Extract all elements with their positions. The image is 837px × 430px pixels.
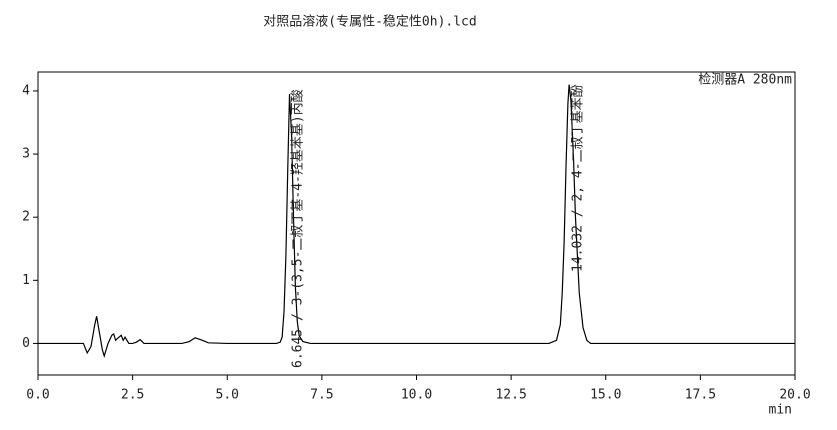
x-tick-label: 12.5 xyxy=(495,388,526,403)
peak-annotation: 14.032 / 2, 4-二叔丁基苯酚 xyxy=(571,84,586,272)
y-tick-label: 0 xyxy=(22,336,30,351)
x-tick-label: 7.5 xyxy=(310,388,333,403)
x-tick-label: 5.0 xyxy=(216,388,239,403)
x-axis-label: min xyxy=(769,403,792,418)
trace xyxy=(38,84,795,359)
x-tick-label: 20.0 xyxy=(779,388,810,403)
y-tick-label: 1 xyxy=(22,273,30,288)
y-tick-label: 2 xyxy=(22,210,30,225)
x-tick-label: 17.5 xyxy=(685,388,716,403)
plot-frame xyxy=(37,71,796,376)
x-tick-label: 0.0 xyxy=(26,388,49,403)
x-tick-label: 15.0 xyxy=(590,388,621,403)
peak-annotation: 6.645 / 3-(3,5-二叔丁基-4-羟基苯基)丙酸 xyxy=(291,89,306,368)
chart-title: 对照品溶液(专属性-稳定性0h).lcd xyxy=(263,14,476,30)
detector-label: 检测器A 280nm xyxy=(698,73,792,88)
x-tick-label: 10.0 xyxy=(401,388,432,403)
x-tick-label: 2.5 xyxy=(121,388,144,403)
y-tick-label: 4 xyxy=(22,83,30,98)
y-tick-label: 3 xyxy=(22,147,30,162)
